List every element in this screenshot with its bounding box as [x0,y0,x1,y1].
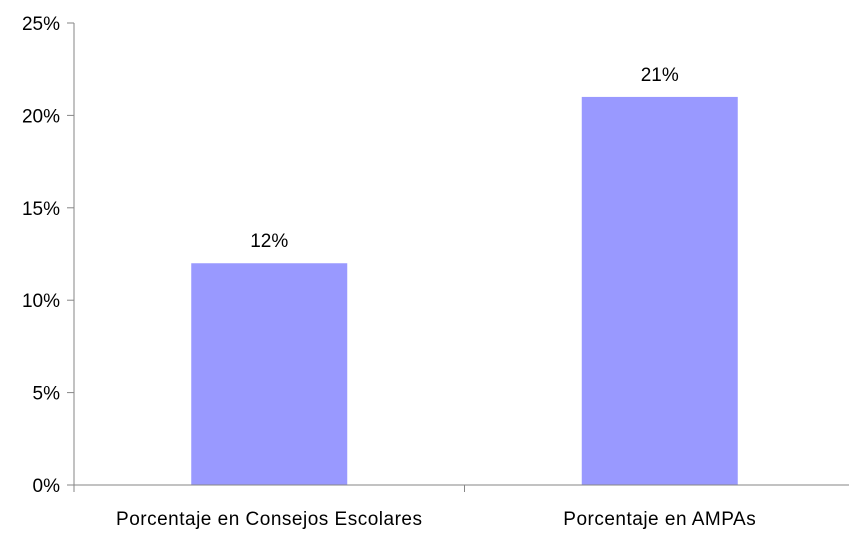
y-tick-label-5: 25% [22,14,60,35]
bars-layer [191,96,738,486]
axes-layer [67,22,849,492]
y-tick-label-2: 10% [22,291,60,312]
labels-layer: 12% Porcentaje en Consejos Escolares 21% Po… [22,14,756,530]
x-tick-label-2: Porcentaje en AMPAs [563,509,756,530]
x-tick-label-1: Porcentaje en Consejos Escolares [116,509,422,530]
y-tick-label-4: 20% [22,106,60,127]
y-tick-label-3: 15% [22,199,60,220]
data-label-2: 21% [641,65,679,86]
y-tick-label-0: 0% [33,476,61,497]
bar-2 [581,96,738,486]
y-tick-label-1: 5% [33,384,61,405]
bar-1 [191,263,348,485]
data-label-1: 12% [250,231,288,252]
